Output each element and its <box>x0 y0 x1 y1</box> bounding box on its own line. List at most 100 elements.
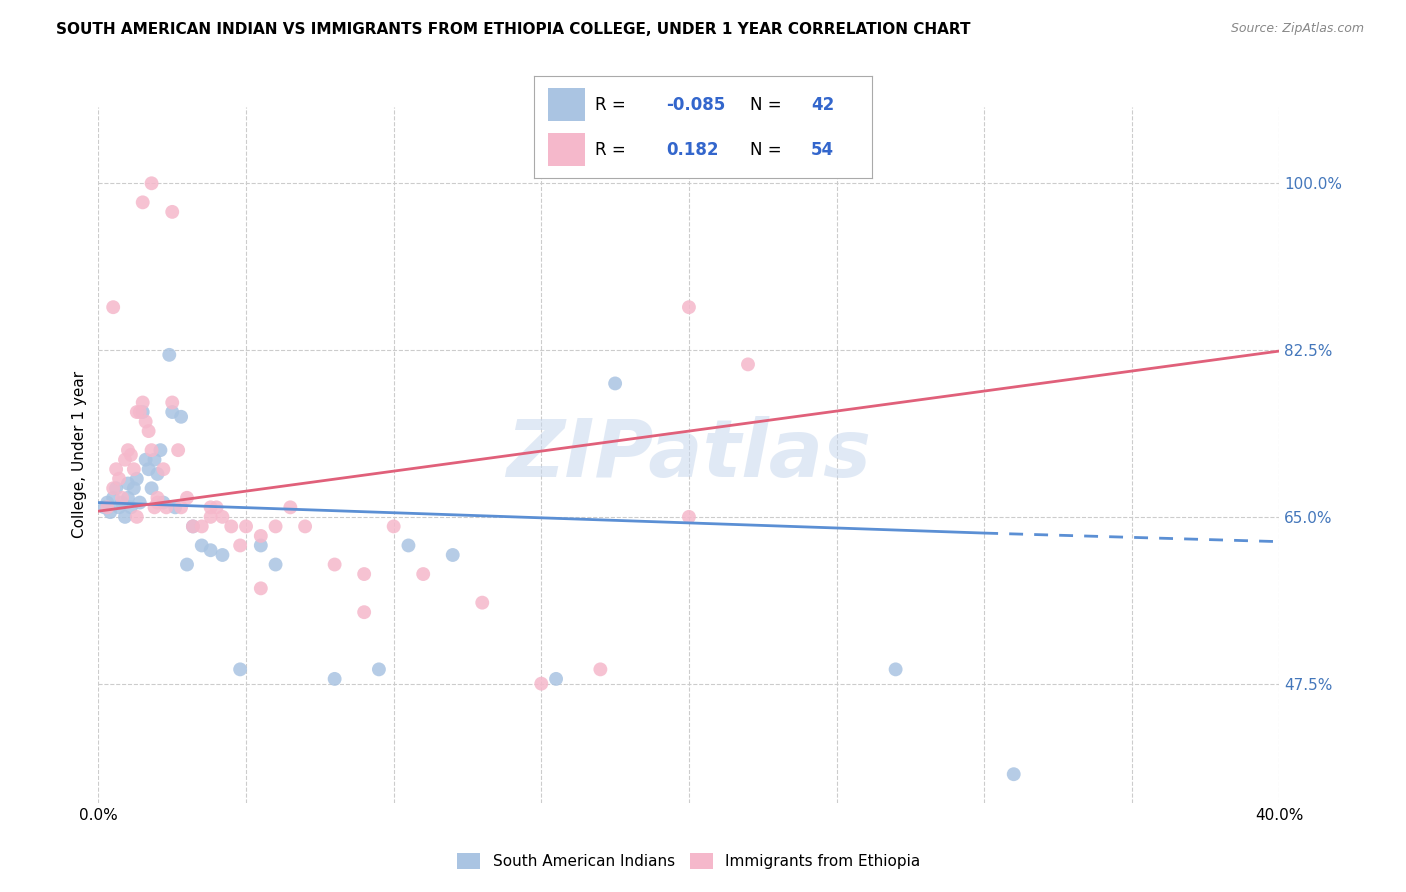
Point <box>441 548 464 562</box>
Point <box>229 662 252 676</box>
Point <box>278 500 302 515</box>
Point <box>132 395 155 409</box>
Point <box>141 481 163 495</box>
Point <box>235 519 257 533</box>
Text: 0.182: 0.182 <box>666 141 718 159</box>
Point <box>191 539 214 553</box>
Point <box>181 519 204 533</box>
Point <box>589 662 612 676</box>
Point <box>128 495 150 509</box>
Point <box>122 481 145 495</box>
Point <box>605 376 627 391</box>
Point <box>181 519 204 533</box>
Point <box>125 472 148 486</box>
Point <box>412 567 434 582</box>
Point <box>162 205 183 219</box>
Point <box>353 567 375 582</box>
Point <box>103 491 125 505</box>
Point <box>141 443 163 458</box>
Bar <box>548 133 585 166</box>
Point <box>117 491 139 505</box>
Point <box>117 476 139 491</box>
Point <box>165 500 187 515</box>
Point <box>294 519 316 533</box>
Point <box>323 672 346 686</box>
Y-axis label: College, Under 1 year: College, Under 1 year <box>72 371 87 539</box>
Point <box>471 596 494 610</box>
Text: Source: ZipAtlas.com: Source: ZipAtlas.com <box>1230 22 1364 36</box>
Point <box>737 357 759 371</box>
Point <box>141 176 163 190</box>
Point <box>96 500 118 515</box>
Text: 42: 42 <box>811 95 834 113</box>
Text: N =: N = <box>751 95 787 113</box>
Text: 54: 54 <box>811 141 834 159</box>
Point <box>138 424 160 438</box>
Point <box>98 505 121 519</box>
Point <box>135 415 157 429</box>
Point <box>229 539 252 553</box>
Point <box>530 676 553 690</box>
Point <box>211 548 233 562</box>
Point <box>96 495 118 509</box>
Point <box>132 195 155 210</box>
Point <box>108 500 131 515</box>
Point <box>157 348 180 362</box>
Point <box>200 543 222 558</box>
Text: N =: N = <box>751 141 787 159</box>
Point <box>122 462 145 476</box>
Point <box>1002 767 1025 781</box>
Point <box>250 539 273 553</box>
Text: R =: R = <box>595 141 631 159</box>
Point <box>125 405 148 419</box>
Point <box>170 409 193 424</box>
Point <box>93 500 115 515</box>
Point <box>884 662 907 676</box>
Text: SOUTH AMERICAN INDIAN VS IMMIGRANTS FROM ETHIOPIA COLLEGE, UNDER 1 YEAR CORRELAT: SOUTH AMERICAN INDIAN VS IMMIGRANTS FROM… <box>56 22 970 37</box>
Point <box>396 539 419 553</box>
Point <box>146 467 169 481</box>
Point <box>135 452 157 467</box>
Point <box>155 500 177 515</box>
Point <box>211 509 233 524</box>
Point <box>162 405 183 419</box>
Point <box>108 472 131 486</box>
Point <box>200 500 222 515</box>
Point <box>152 462 174 476</box>
Point <box>546 672 568 686</box>
Point <box>191 519 214 533</box>
Point <box>149 443 172 458</box>
Point <box>105 481 128 495</box>
Point <box>200 509 222 524</box>
Point <box>103 300 125 314</box>
Point <box>250 582 273 596</box>
Point <box>117 443 139 458</box>
Point <box>382 519 405 533</box>
Point <box>120 500 142 515</box>
Point <box>132 405 155 419</box>
Point <box>678 300 700 314</box>
Point <box>143 452 166 467</box>
Point <box>105 462 128 476</box>
Legend: South American Indians, Immigrants from Ethiopia: South American Indians, Immigrants from … <box>451 847 927 875</box>
Bar <box>548 88 585 121</box>
Point <box>114 509 136 524</box>
Point <box>219 519 242 533</box>
Point <box>176 558 198 572</box>
Point <box>323 558 346 572</box>
Point <box>250 529 273 543</box>
Point <box>103 481 125 495</box>
Point <box>114 452 136 467</box>
Point <box>368 662 391 676</box>
Text: -0.085: -0.085 <box>666 95 725 113</box>
Point <box>120 448 142 462</box>
Point <box>111 495 134 509</box>
Point <box>205 500 228 515</box>
Point <box>167 443 190 458</box>
Point <box>111 491 134 505</box>
Point <box>678 509 700 524</box>
Point <box>162 395 183 409</box>
Point <box>138 462 160 476</box>
Text: ZIPatlas: ZIPatlas <box>506 416 872 494</box>
Point <box>146 491 169 505</box>
